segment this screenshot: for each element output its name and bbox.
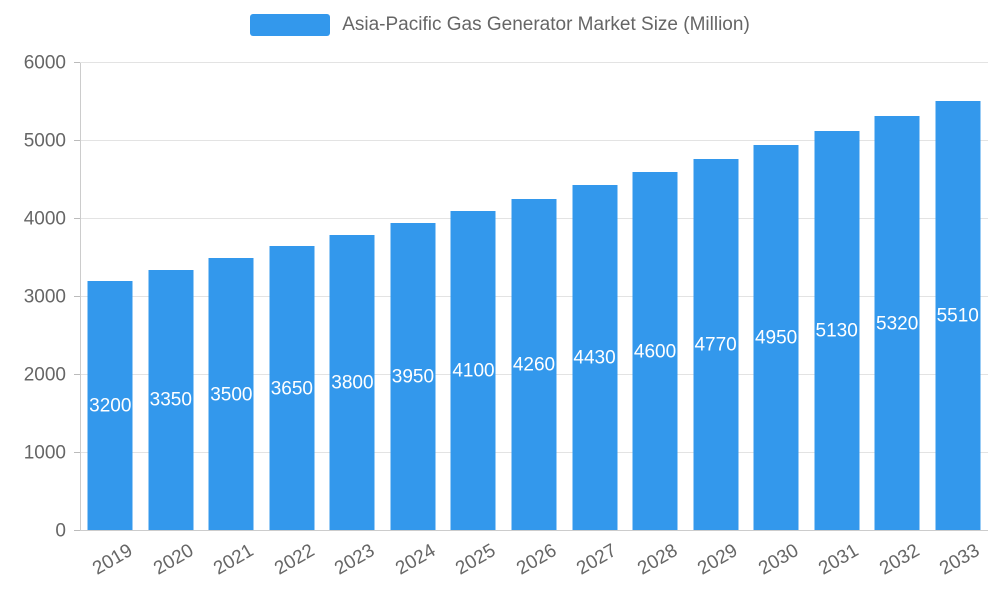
bar-value-label: 4260 bbox=[512, 354, 556, 376]
x-axis-label: 2019 bbox=[89, 540, 137, 580]
y-axis-label: 2000 bbox=[23, 364, 66, 386]
bar-value-label: 5510 bbox=[936, 305, 979, 327]
bar-slot: 5130 2031 bbox=[806, 63, 867, 579]
y-axis-tick bbox=[74, 62, 80, 63]
x-axis-label: 2026 bbox=[512, 540, 560, 580]
bar-value-label: 4770 bbox=[694, 334, 737, 356]
bar[interactable]: 3650 bbox=[269, 246, 315, 531]
bar-value-label: 4950 bbox=[754, 327, 798, 349]
bar-value-label: 3500 bbox=[210, 384, 253, 405]
y-axis-tick bbox=[74, 296, 80, 297]
bar-slot: 4770 2029 bbox=[685, 63, 746, 579]
gridline bbox=[80, 62, 988, 63]
y-axis-label: 3000 bbox=[23, 286, 66, 308]
bar[interactable]: 5320 bbox=[874, 116, 920, 531]
x-axis-label: 2023 bbox=[331, 540, 379, 580]
bars-container: 3200 2019 3350 2020 3500 2021 3650 2022 3800 2023… bbox=[80, 63, 988, 579]
x-axis-label: 2031 bbox=[815, 540, 863, 580]
x-axis-label: 2024 bbox=[391, 540, 439, 580]
y-axis-tick bbox=[74, 218, 80, 220]
bar-slot: 3800 2023 bbox=[322, 63, 383, 579]
y-axis-label: 5000 bbox=[23, 130, 66, 152]
bar[interactable]: 4430 bbox=[572, 185, 618, 531]
bar-value-label: 3350 bbox=[149, 389, 192, 411]
bar[interactable]: 4100 bbox=[450, 211, 496, 531]
bar[interactable]: 5130 bbox=[814, 130, 860, 531]
bar[interactable]: 3200 bbox=[87, 281, 133, 531]
bar-value-label: 5130 bbox=[815, 320, 858, 342]
chart-title: Asia-Pacific Gas Generator Market Size (… bbox=[342, 14, 750, 35]
plot-area: 0 1000 2000 3000 4000 5000 6000 3200 2019 3350 20… bbox=[24, 54, 988, 579]
y-axis-tick bbox=[74, 530, 80, 531]
bar[interactable]: 5510 bbox=[935, 101, 981, 531]
bar-value-label: 3200 bbox=[89, 395, 132, 417]
x-axis-label: 2020 bbox=[149, 540, 197, 580]
bar-slot: 3200 2019 bbox=[80, 63, 141, 579]
y-axis-label: 4000 bbox=[23, 208, 66, 230]
bar-slot: 3950 2024 bbox=[383, 63, 444, 579]
bar[interactable]: 3350 bbox=[148, 269, 194, 531]
y-axis-label: 0 bbox=[55, 520, 66, 542]
bar-value-label: 4600 bbox=[633, 341, 677, 363]
bar-value-label: 3800 bbox=[331, 372, 374, 394]
bar-value-label: 4100 bbox=[452, 360, 495, 382]
bar-value-label: 3950 bbox=[391, 366, 435, 388]
x-axis-label: 2022 bbox=[270, 540, 318, 580]
legend-swatch[interactable] bbox=[250, 14, 331, 36]
bar[interactable]: 3800 bbox=[329, 234, 375, 531]
bar-value-label: 4430 bbox=[573, 347, 616, 369]
x-axis-label: 2030 bbox=[754, 540, 803, 580]
x-axis-label: 2029 bbox=[694, 540, 742, 580]
gridline bbox=[80, 140, 988, 141]
x-axis-label: 2032 bbox=[876, 540, 924, 580]
bar-value-label: 5320 bbox=[876, 313, 919, 335]
bar[interactable]: 4260 bbox=[511, 198, 557, 531]
bar[interactable]: 3500 bbox=[208, 258, 254, 531]
bar[interactable]: 4770 bbox=[693, 158, 739, 531]
bar-slot: 3650 2022 bbox=[262, 63, 323, 579]
bar[interactable]: 4950 bbox=[753, 144, 799, 531]
y-axis-label: 1000 bbox=[23, 442, 66, 464]
bar[interactable]: 4600 bbox=[632, 172, 678, 531]
bar-slot: 4600 2028 bbox=[625, 63, 686, 579]
legend[interactable]: Asia-Pacific Gas Generator Market Size (… bbox=[0, 14, 1000, 36]
bar-slot: 5510 2033 bbox=[927, 63, 988, 579]
y-axis-tick bbox=[74, 452, 80, 454]
bar-slot: 4950 2030 bbox=[746, 63, 807, 579]
bar-value-label: 3650 bbox=[270, 378, 313, 400]
x-axis-label: 2028 bbox=[633, 540, 682, 580]
x-axis-label: 2025 bbox=[452, 540, 500, 580]
bar-slot: 3500 2021 bbox=[201, 63, 262, 579]
bar[interactable]: 3950 bbox=[390, 222, 436, 531]
bar-slot: 5320 2032 bbox=[867, 63, 928, 579]
x-axis-label: 2027 bbox=[573, 540, 621, 580]
y-axis-tick bbox=[74, 374, 80, 376]
bar-slot: 4430 2027 bbox=[564, 63, 625, 579]
bar-slot: 3350 2020 bbox=[141, 63, 202, 579]
y-axis-tick bbox=[74, 140, 80, 141]
y-axis-label: 6000 bbox=[23, 52, 66, 74]
x-axis-label: 2033 bbox=[936, 540, 984, 580]
bar-slot: 4100 2025 bbox=[443, 63, 504, 579]
x-axis-label: 2021 bbox=[210, 540, 258, 580]
x-axis-line bbox=[80, 530, 988, 531]
y-axis-line bbox=[80, 63, 81, 531]
bar-slot: 4260 2026 bbox=[504, 63, 565, 579]
